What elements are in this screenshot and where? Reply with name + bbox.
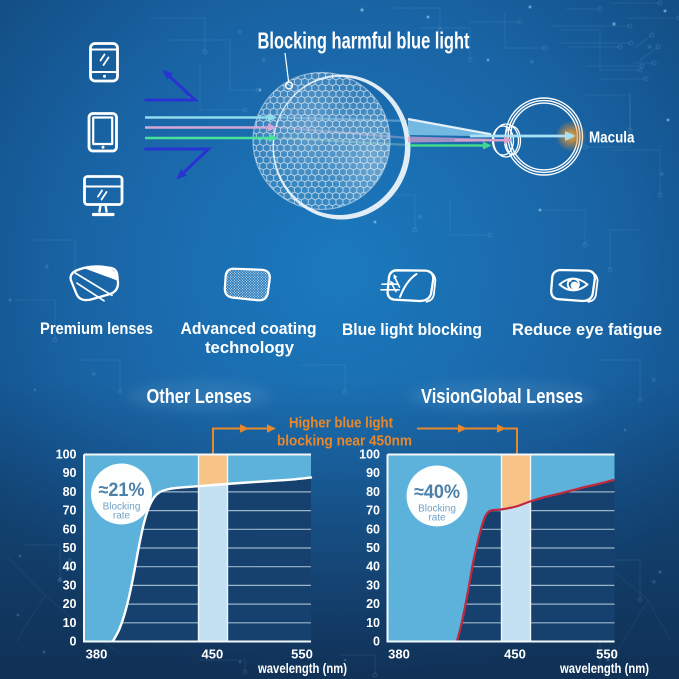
svg-text:80: 80: [63, 485, 77, 499]
svg-text:Blocking: Blocking: [103, 502, 141, 513]
svg-text:wavelength (nm): wavelength (nm): [559, 661, 649, 676]
svg-text:20: 20: [366, 597, 380, 611]
svg-text:Higher blue light: Higher blue light: [289, 415, 393, 432]
svg-text:40: 40: [366, 560, 380, 574]
svg-text:Premium lenses: Premium lenses: [40, 320, 153, 338]
svg-text:rate: rate: [113, 511, 131, 522]
svg-text:50: 50: [366, 541, 380, 555]
svg-text:VisionGlobal Lenses: VisionGlobal Lenses: [421, 386, 583, 408]
svg-text:10: 10: [63, 616, 77, 630]
svg-text:100: 100: [56, 448, 77, 462]
svg-text:rate: rate: [428, 513, 446, 524]
svg-text:90: 90: [63, 466, 77, 480]
svg-text:blocking near 450nm: blocking near 450nm: [277, 433, 412, 450]
svg-text:40: 40: [63, 560, 77, 574]
svg-text:60: 60: [63, 522, 77, 536]
svg-text:90: 90: [366, 466, 380, 480]
svg-text:Macula: Macula: [589, 130, 635, 147]
svg-text:70: 70: [63, 504, 77, 518]
svg-text:Blocking: Blocking: [418, 504, 456, 515]
svg-text:450: 450: [202, 647, 224, 662]
svg-text:50: 50: [63, 541, 77, 555]
svg-text:550: 550: [291, 647, 313, 662]
svg-text:Advanced coating: Advanced coating: [181, 320, 317, 338]
svg-text:30: 30: [63, 578, 77, 592]
svg-text:0: 0: [70, 635, 77, 649]
svg-text:Blue light blocking: Blue light blocking: [342, 321, 482, 339]
svg-text:Blocking harmful blue light: Blocking harmful blue light: [258, 28, 470, 54]
svg-text:0: 0: [373, 635, 380, 649]
svg-text:60: 60: [366, 522, 380, 536]
svg-text:20: 20: [63, 597, 77, 611]
svg-text:380: 380: [86, 647, 108, 662]
svg-text:100: 100: [359, 448, 380, 462]
svg-text:550: 550: [596, 647, 618, 662]
svg-text:380: 380: [388, 647, 410, 662]
svg-text:≈40%: ≈40%: [414, 482, 460, 503]
svg-text:≈21%: ≈21%: [99, 480, 145, 501]
svg-text:80: 80: [366, 485, 380, 499]
svg-text:10: 10: [366, 616, 380, 630]
svg-text:Reduce eye fatigue: Reduce eye fatigue: [512, 321, 662, 339]
svg-text:70: 70: [366, 504, 380, 518]
svg-text:Other Lenses: Other Lenses: [147, 386, 252, 408]
svg-text:wavelength (nm): wavelength (nm): [257, 661, 347, 676]
svg-text:450: 450: [504, 647, 526, 662]
svg-text:30: 30: [366, 578, 380, 592]
svg-text:technology: technology: [205, 339, 295, 357]
